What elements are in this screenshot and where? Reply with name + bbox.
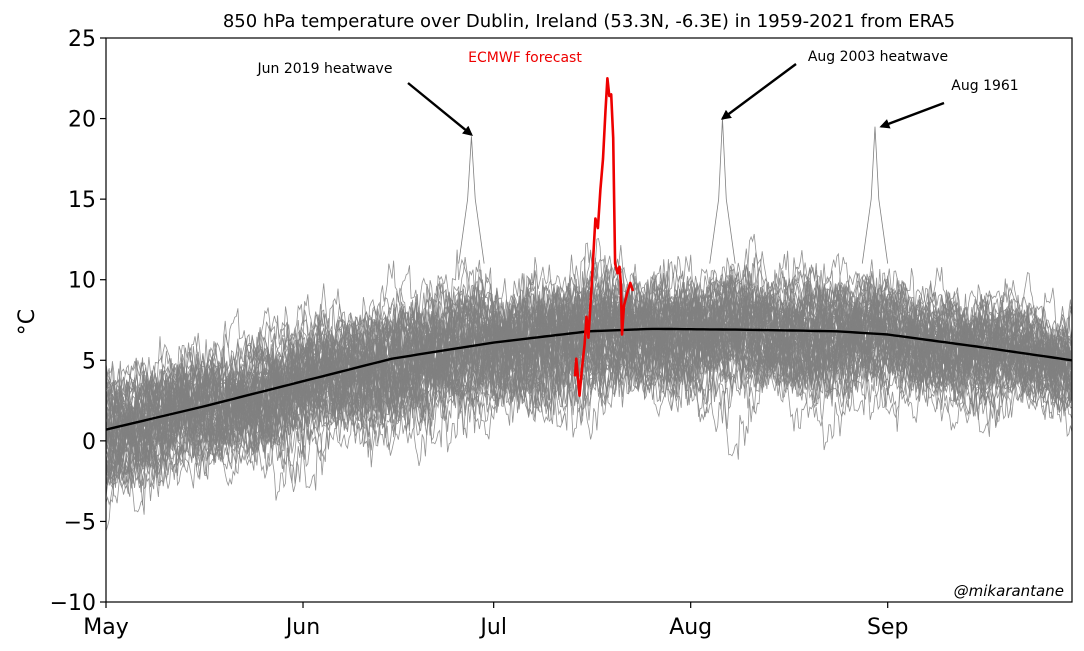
credit-label: @mikarantane [954,582,1064,600]
y-tick-label: −5 [64,510,96,535]
annotation-arrow [879,101,945,129]
y-tick-label: 25 [68,27,96,52]
y-tick-label: 5 [82,349,96,374]
x-tick-label: Sep [867,615,908,640]
x-tick-label: Jul [478,615,507,640]
annotation-label: Jun 2019 heatwave [257,61,393,77]
x-axis: May Jun Jul Aug Sep [83,602,908,640]
yearly-trace [106,267,1072,443]
yearly-trace-peak [458,136,485,264]
chart-title: 850 hPa temperature over Dublin, Ireland… [223,11,955,32]
y-tick-label: 20 [68,108,96,133]
yearly-trace [106,292,1072,506]
annotation-label: Aug 1961 [951,78,1018,94]
x-tick-label: May [83,615,128,640]
annotation-arrow [407,82,473,136]
forecast-series [573,77,635,397]
y-tick-label: 15 [68,188,96,213]
x-tick-label: Aug [669,615,712,640]
yearly-trace-peak [861,126,889,264]
annotation-label: ECMWF forecast [468,50,582,66]
y-tick-label: 0 [82,430,96,455]
yearly-trace [106,252,1072,485]
yearly-trace [106,271,1072,476]
x-tick-label: Jun [284,615,320,640]
y-tick-label: −10 [50,591,96,616]
annotation-arrow [720,63,797,120]
yearly-trace-peak [709,118,736,264]
y-tick-label: 10 [68,269,96,294]
y-axis: −10 −5 0 5 10 15 20 25 [50,27,106,616]
y-axis-label: °C [15,309,40,335]
annotation-label: Aug 2003 heatwave [808,49,948,65]
forecast-line [573,77,635,397]
plot-frame [105,37,1073,603]
